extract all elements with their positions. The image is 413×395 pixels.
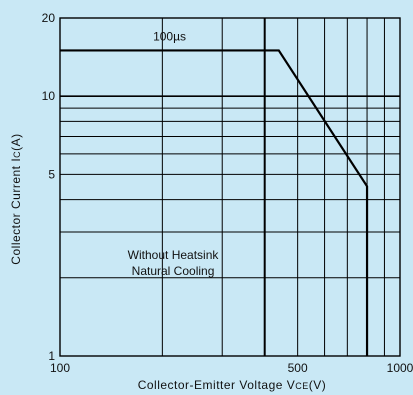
- x-tick-label: 100: [50, 361, 70, 375]
- y-axis-label: Collector Current IC(A): [9, 133, 23, 264]
- tick-labels: 100 500 1000 1 5 10 20: [42, 11, 413, 375]
- annotation-text: 100µs: [153, 29, 186, 43]
- plot-frame: [59, 17, 401, 357]
- series-layer: [60, 49, 369, 356]
- y-tick-label: 10: [42, 89, 56, 103]
- annotations: 100µs Without Heatsink Natural Cooling: [128, 29, 220, 278]
- annotation-text: Without Heatsink: [128, 248, 220, 262]
- y-tick-label: 20: [42, 11, 56, 25]
- x-tick-label: 1000: [387, 361, 413, 375]
- y-tick-label: 1: [48, 349, 55, 363]
- grid-lines: [60, 18, 400, 356]
- soa-boundary-line: [60, 49, 369, 356]
- y-tick-label: 5: [48, 167, 55, 181]
- x-axis-label: Collector-Emitter Voltage VCE(V): [138, 378, 327, 392]
- annotation-text: Natural Cooling: [132, 264, 215, 278]
- x-tick-label: 500: [288, 361, 308, 375]
